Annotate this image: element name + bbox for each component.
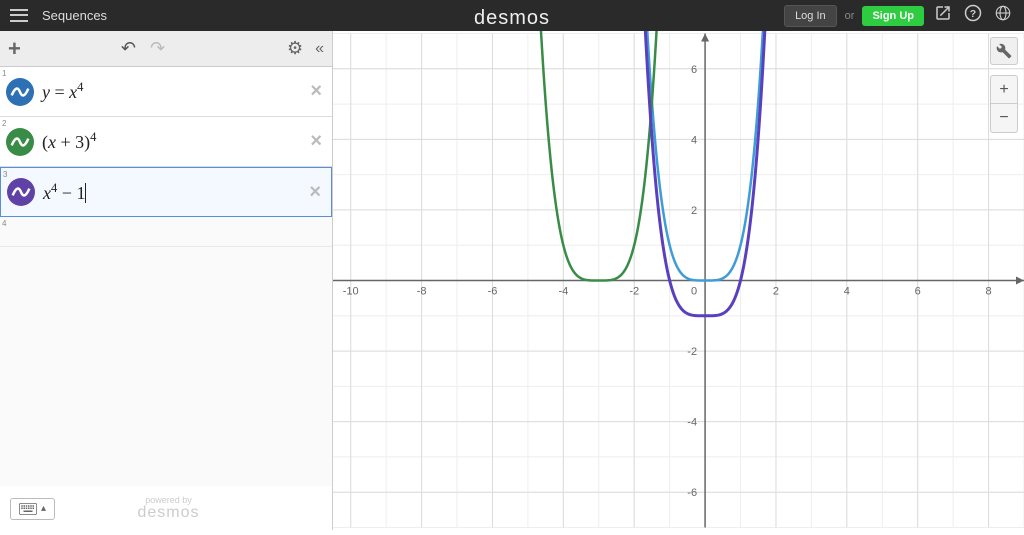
svg-text:-4: -4 bbox=[687, 417, 697, 429]
svg-text:-4: -4 bbox=[558, 286, 568, 298]
redo-button[interactable]: ↷ bbox=[150, 38, 165, 59]
collapse-sidebar-button[interactable]: « bbox=[315, 40, 324, 58]
svg-text:6: 6 bbox=[915, 286, 921, 298]
delete-expression-button[interactable]: × bbox=[310, 130, 322, 153]
menu-icon[interactable] bbox=[10, 6, 30, 26]
expression-index: 3 bbox=[3, 170, 7, 179]
expression-index: 1 bbox=[2, 69, 6, 78]
expression-formula[interactable]: (x + 3)4 bbox=[42, 126, 310, 157]
svg-text:4: 4 bbox=[691, 134, 697, 146]
svg-text:?: ? bbox=[970, 8, 976, 20]
expression-formula[interactable]: x4 − 1 bbox=[43, 177, 309, 208]
svg-text:0: 0 bbox=[691, 286, 697, 298]
expression-color-icon[interactable] bbox=[6, 128, 34, 156]
expression-formula[interactable]: y = x4 bbox=[42, 76, 310, 107]
expression-row[interactable]: 3 x4 − 1× bbox=[0, 167, 332, 217]
sidebar-toolbar: + ↶ ↷ ⚙ « bbox=[0, 31, 332, 67]
svg-text:-2: -2 bbox=[687, 346, 697, 358]
svg-text:-8: -8 bbox=[417, 286, 427, 298]
graph-settings-button[interactable] bbox=[990, 37, 1018, 65]
svg-text:2: 2 bbox=[773, 286, 779, 298]
sidebar-footer: ▴ powered by desmos bbox=[0, 486, 332, 530]
expression-row[interactable]: 1 y = x4× bbox=[0, 67, 332, 117]
powered-by: powered by desmos bbox=[138, 496, 200, 521]
delete-expression-button[interactable]: × bbox=[310, 80, 322, 103]
language-icon[interactable] bbox=[992, 4, 1014, 27]
svg-text:-2: -2 bbox=[629, 286, 639, 298]
share-icon[interactable] bbox=[932, 4, 954, 27]
keyboard-toggle-button[interactable]: ▴ bbox=[10, 498, 55, 520]
expression-row[interactable]: 2 (x + 3)4× bbox=[0, 117, 332, 167]
project-title[interactable]: Sequences bbox=[42, 8, 107, 23]
svg-text:-6: -6 bbox=[488, 286, 498, 298]
expression-index: 2 bbox=[2, 119, 6, 128]
expression-color-icon[interactable] bbox=[7, 178, 35, 206]
zoom-controls: + − bbox=[990, 75, 1018, 133]
svg-text:-10: -10 bbox=[343, 286, 359, 298]
graph-area[interactable]: + − -10 -8 -6 -4 -2 2 4 6 8 -6 -4 -2 2 4 6 0 bbox=[333, 31, 1024, 530]
expression-sidebar: + ↶ ↷ ⚙ « 1y = x4×2(x + 3)4×3x4 − 1×4 ▴ … bbox=[0, 31, 333, 530]
expression-color-icon[interactable] bbox=[6, 78, 34, 106]
zoom-out-button[interactable]: − bbox=[991, 104, 1017, 132]
desmos-logo: desmos bbox=[474, 7, 550, 30]
svg-text:8: 8 bbox=[986, 286, 992, 298]
svg-text:6: 6 bbox=[691, 64, 697, 76]
signup-button[interactable]: Sign Up bbox=[862, 6, 924, 26]
svg-text:4: 4 bbox=[844, 286, 850, 298]
graph-canvas[interactable]: -10 -8 -6 -4 -2 2 4 6 8 -6 -4 -2 2 4 6 0 bbox=[333, 31, 1024, 530]
add-expression-button[interactable]: + bbox=[8, 36, 21, 62]
zoom-in-button[interactable]: + bbox=[991, 76, 1017, 104]
empty-expression-row[interactable]: 4 bbox=[0, 217, 332, 247]
expression-list: 1y = x4×2(x + 3)4×3x4 − 1×4 bbox=[0, 67, 332, 486]
settings-gear-icon[interactable]: ⚙ bbox=[287, 38, 303, 59]
or-text: or bbox=[845, 10, 855, 22]
help-icon[interactable]: ? bbox=[962, 4, 984, 27]
svg-text:-6: -6 bbox=[687, 487, 697, 499]
delete-expression-button[interactable]: × bbox=[309, 181, 321, 204]
header-bar: Sequences desmos Log In or Sign Up ? bbox=[0, 0, 1024, 31]
login-button[interactable]: Log In bbox=[784, 5, 837, 27]
undo-button[interactable]: ↶ bbox=[121, 38, 136, 59]
svg-text:2: 2 bbox=[691, 205, 697, 217]
